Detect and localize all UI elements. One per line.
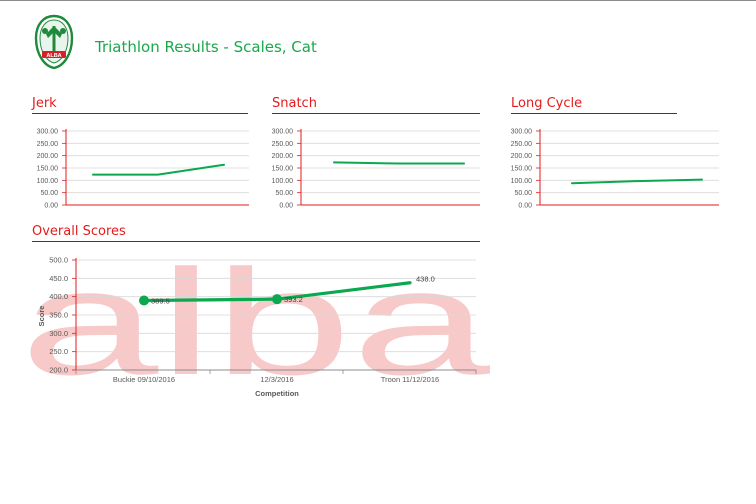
data-point [272, 294, 282, 305]
y-tick-label: 100.00 [37, 178, 59, 185]
section-rule-jerk [32, 113, 248, 114]
series-line [333, 161, 465, 165]
y-tick-label: 100.00 [272, 178, 294, 185]
y-tick-label: 100.00 [511, 178, 533, 185]
y-tick-label: 300.0 [49, 329, 68, 338]
data-label: 389.5 [151, 297, 170, 306]
section-rule-snatch [272, 113, 480, 114]
data-point [139, 295, 149, 306]
x-tick-label: Buckie 09/10/2016 [113, 375, 175, 384]
y-axis-label: Score [37, 306, 46, 327]
y-tick-label: 0.00 [44, 203, 58, 210]
section-title-jerk: Jerk [32, 96, 57, 111]
top-border [0, 0, 756, 1]
y-tick-label: 150.00 [272, 166, 294, 173]
y-tick-label: 150.00 [37, 166, 59, 173]
page-title: Triathlon Results - Scales, Cat [95, 38, 317, 56]
y-tick-label: 300.00 [511, 129, 533, 136]
y-tick-label: 200.00 [272, 153, 294, 160]
y-tick-label: 350.0 [49, 311, 68, 320]
y-tick-label: 0.00 [518, 203, 532, 210]
section-rule-overall [32, 241, 480, 242]
y-tick-label: 50.00 [40, 190, 58, 197]
section-rule-long-cycle [511, 113, 677, 114]
y-tick-label: 300.00 [37, 129, 59, 136]
y-tick-label: 200.00 [37, 153, 59, 160]
y-tick-label: 250.00 [37, 141, 59, 148]
series-line [92, 163, 225, 176]
y-tick-label: 150.00 [511, 166, 533, 173]
y-tick-label: 50.00 [514, 190, 532, 197]
y-tick-label: 250.0 [49, 347, 68, 356]
section-title-snatch: Snatch [272, 96, 317, 111]
y-tick-label: 400.0 [49, 292, 68, 301]
x-tick-label: 12/3/2016 [260, 375, 293, 384]
y-tick-label: 250.00 [272, 141, 294, 148]
y-tick-label: 250.00 [511, 141, 533, 148]
y-tick-label: 200.00 [511, 153, 533, 160]
alba-logo-icon: ALBA [34, 14, 74, 70]
x-axis-label: Competition [255, 389, 299, 398]
y-tick-label: 200.0 [49, 366, 68, 375]
section-title-long-cycle: Long Cycle [511, 96, 583, 111]
y-tick-label: 0.00 [279, 203, 293, 210]
y-tick-label: 300.00 [272, 129, 294, 136]
series-line [571, 178, 703, 185]
x-tick-label: Troon 11/12/2016 [381, 375, 439, 384]
section-title-overall: Overall Scores [32, 224, 126, 239]
data-label: 438.0 [416, 275, 435, 284]
y-tick-label: 450.0 [49, 274, 68, 283]
data-label: 393.2 [284, 295, 303, 304]
logo-text: ALBA [46, 53, 61, 59]
y-tick-label: 500.0 [49, 256, 68, 265]
y-tick-label: 50.00 [275, 190, 293, 197]
